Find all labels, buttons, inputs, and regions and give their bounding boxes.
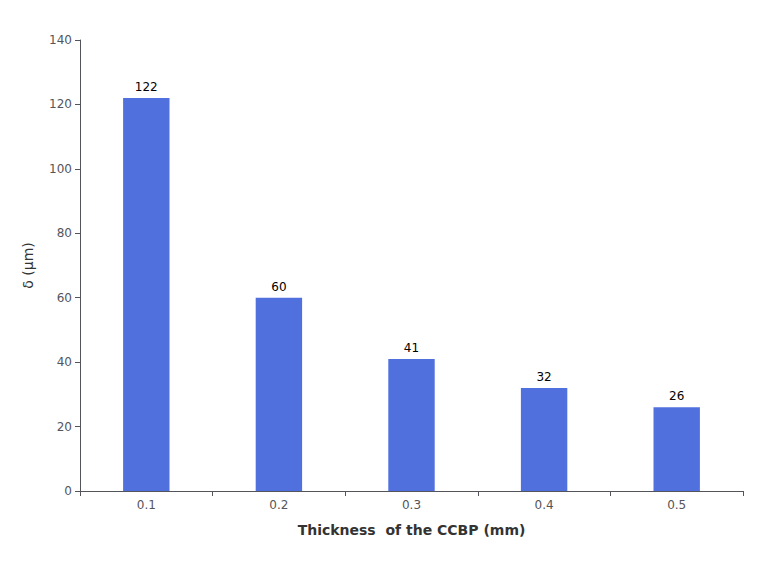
svg-text:Thickness of the CCBP (mm): Thickness of the CCBP (mm) [298, 522, 526, 538]
svg-text:41: 41 [404, 341, 419, 355]
svg-text:120: 120 [49, 97, 72, 111]
svg-text:26: 26 [669, 389, 684, 403]
svg-text:0: 0 [64, 484, 72, 498]
svg-text:122: 122 [135, 80, 158, 94]
svg-text:60: 60 [271, 280, 286, 294]
svg-text:80: 80 [57, 226, 72, 240]
svg-text:100: 100 [49, 162, 72, 176]
svg-text:40: 40 [57, 355, 72, 369]
svg-text:20: 20 [57, 420, 72, 434]
svg-text:140: 140 [49, 33, 72, 47]
svg-text:32: 32 [536, 370, 551, 384]
svg-text:60: 60 [57, 291, 72, 305]
svg-text:0.4: 0.4 [535, 498, 554, 512]
svg-text:δ (μm): δ (μm) [20, 242, 36, 288]
svg-text:0.3: 0.3 [402, 498, 421, 512]
svg-text:0.5: 0.5 [667, 498, 686, 512]
svg-text:0.1: 0.1 [137, 498, 156, 512]
svg-text:0.2: 0.2 [269, 498, 288, 512]
